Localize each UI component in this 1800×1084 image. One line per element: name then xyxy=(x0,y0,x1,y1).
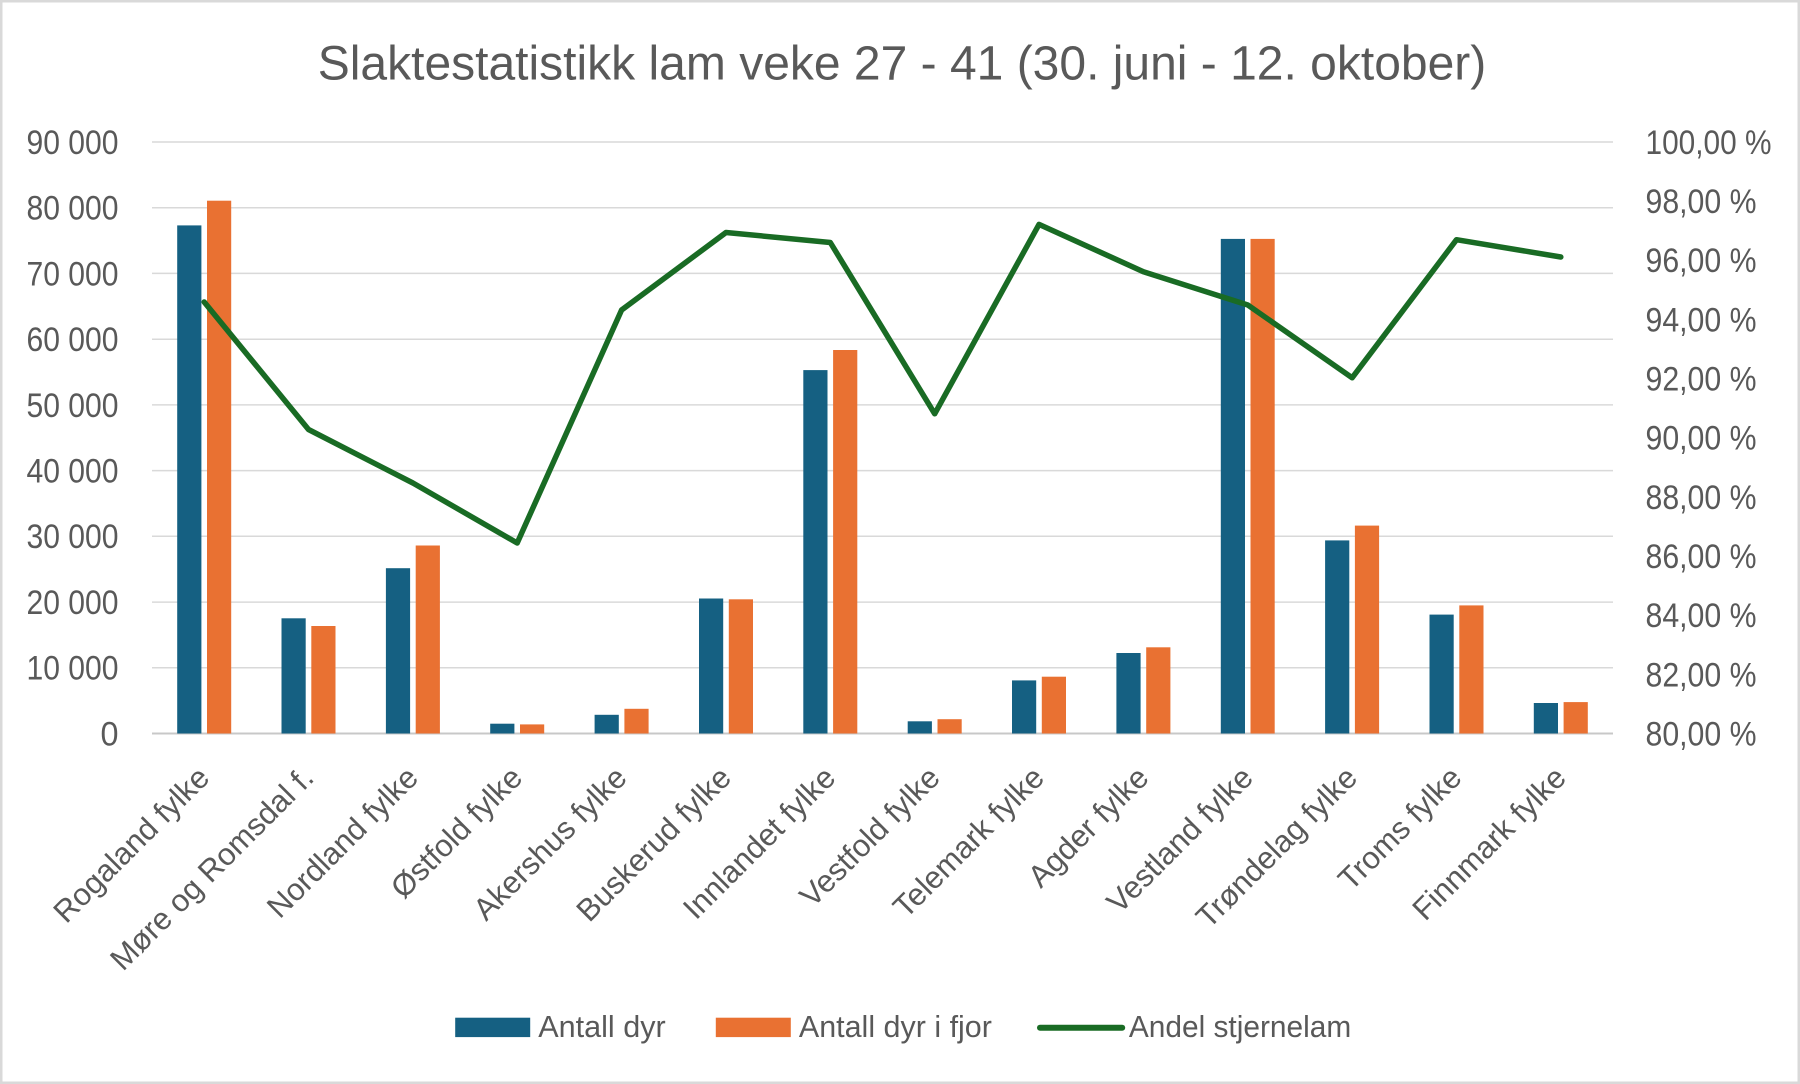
svg-text:60 000: 60 000 xyxy=(27,321,119,359)
svg-text:50 000: 50 000 xyxy=(27,387,119,425)
svg-text:100,00 %: 100,00 % xyxy=(1646,124,1772,162)
svg-text:98,00 %: 98,00 % xyxy=(1646,183,1757,221)
svg-text:Slaktestatistikk lam veke 27 -: Slaktestatistikk lam veke 27 - 41 (30. j… xyxy=(318,37,1487,90)
svg-text:90,00 %: 90,00 % xyxy=(1646,420,1757,458)
svg-text:86,00 %: 86,00 % xyxy=(1646,538,1757,576)
svg-text:80,00 %: 80,00 % xyxy=(1646,715,1757,753)
svg-text:40 000: 40 000 xyxy=(27,453,119,491)
svg-text:90 000: 90 000 xyxy=(27,124,119,162)
svg-text:Andel stjernelam: Andel stjernelam xyxy=(1129,1009,1351,1044)
svg-text:92,00 %: 92,00 % xyxy=(1646,361,1757,399)
svg-text:10 000: 10 000 xyxy=(27,650,119,688)
svg-text:70 000: 70 000 xyxy=(27,255,119,293)
svg-text:Antall dyr i fjor: Antall dyr i fjor xyxy=(799,1009,992,1044)
svg-text:80 000: 80 000 xyxy=(27,190,119,228)
svg-text:94,00 %: 94,00 % xyxy=(1646,301,1757,339)
svg-text:82,00 %: 82,00 % xyxy=(1646,656,1757,694)
svg-text:88,00 %: 88,00 % xyxy=(1646,479,1757,517)
svg-text:Antall dyr: Antall dyr xyxy=(538,1009,666,1044)
svg-text:84,00 %: 84,00 % xyxy=(1646,597,1757,635)
svg-text:30 000: 30 000 xyxy=(27,518,119,556)
svg-text:20 000: 20 000 xyxy=(27,584,119,622)
svg-text:0: 0 xyxy=(101,715,119,753)
svg-text:96,00 %: 96,00 % xyxy=(1646,242,1757,280)
